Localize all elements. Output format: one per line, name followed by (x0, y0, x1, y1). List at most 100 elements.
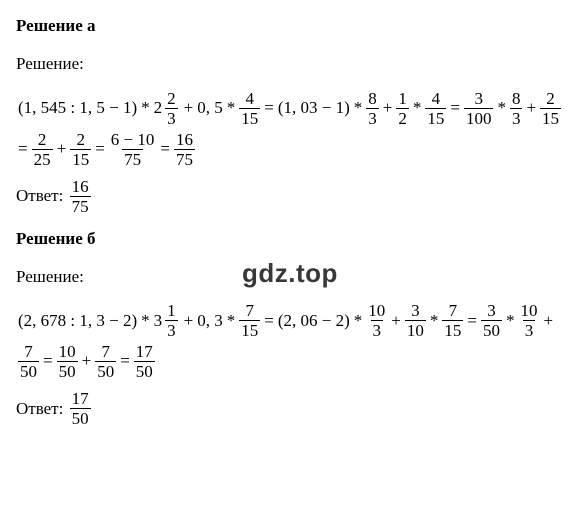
num: 6 − 10 (109, 131, 157, 149)
fraction: 13 (165, 302, 178, 339)
op-ast: * (354, 301, 363, 342)
fraction: 215 (70, 131, 91, 168)
num: 2 (544, 90, 557, 108)
group-text: (2, 678 : 1, 3 − 2) (18, 301, 137, 342)
fraction: 715 (239, 302, 260, 339)
den: 2 (396, 108, 409, 127)
op-eq: = (43, 341, 53, 382)
fraction: 6 − 1075 (109, 131, 157, 168)
const: 0, 3 (197, 301, 223, 342)
answer-label: Ответ: (16, 186, 63, 206)
num: 2 (36, 131, 49, 149)
group-text: (1, 545 : 1, 5 − 1) (18, 88, 137, 129)
num: 3 (485, 302, 498, 320)
op-ast: * (506, 301, 515, 342)
op-eq: = (467, 301, 477, 342)
num: 2 (165, 90, 178, 108)
num: 4 (430, 90, 443, 108)
den: 3 (510, 108, 523, 127)
num: 1 (396, 90, 409, 108)
num: 8 (366, 90, 379, 108)
fraction: 103 (518, 302, 539, 339)
num: 16 (70, 178, 91, 196)
part-b-solution-label: Решение: (16, 267, 564, 287)
mixed-number: 3 13 (154, 301, 180, 342)
den: 50 (70, 408, 91, 427)
op-plus: + (391, 301, 401, 342)
den: 50 (57, 361, 78, 380)
op-ast: * (413, 88, 422, 129)
den: 10 (405, 320, 426, 339)
den: 3 (165, 320, 178, 339)
group-text: (1, 03 − 1) (278, 88, 350, 129)
part-b-equation: (2, 678 : 1, 3 − 2) * 3 13 + 0, 3 * 715 … (16, 301, 564, 383)
den: 50 (481, 320, 502, 339)
part-a-heading: Решение а (16, 16, 564, 36)
op-eq: = (18, 129, 28, 170)
den: 3 (165, 108, 178, 127)
op-ast: * (227, 301, 236, 342)
fraction: 415 (239, 90, 260, 127)
op-ast: * (430, 301, 439, 342)
num: 1 (165, 302, 178, 320)
num: 17 (70, 390, 91, 408)
op-eq: = (120, 341, 130, 382)
fraction: 310 (405, 302, 426, 339)
num: 8 (510, 90, 523, 108)
fraction: 3100 (464, 90, 494, 127)
op-eq: = (264, 301, 274, 342)
den: 3 (523, 320, 536, 339)
den: 100 (464, 108, 494, 127)
num: 16 (174, 131, 195, 149)
num: 4 (243, 90, 256, 108)
num: 2 (74, 131, 87, 149)
part-b-answer: Ответ: 1750 (16, 390, 564, 427)
fraction: 1750 (134, 343, 155, 380)
group-text: (2, 06 − 2) (278, 301, 350, 342)
den: 75 (70, 196, 91, 215)
fraction: 225 (32, 131, 53, 168)
num: 7 (447, 302, 460, 320)
den: 15 (442, 320, 463, 339)
fraction: 350 (481, 302, 502, 339)
den: 50 (134, 361, 155, 380)
num: 3 (472, 90, 485, 108)
op-plus: + (383, 88, 393, 129)
whole: 3 (154, 301, 163, 342)
op-eq: = (264, 88, 274, 129)
num: 7 (243, 302, 256, 320)
fraction: 12 (396, 90, 409, 127)
den: 75 (122, 149, 143, 168)
fraction: 215 (540, 90, 561, 127)
op-ast: * (141, 88, 150, 129)
den: 15 (540, 108, 561, 127)
fraction: 103 (366, 302, 387, 339)
num: 17 (134, 343, 155, 361)
op-ast: * (141, 301, 150, 342)
fraction: 750 (95, 343, 116, 380)
num: 3 (409, 302, 422, 320)
den: 15 (239, 320, 260, 339)
num: 10 (518, 302, 539, 320)
den: 3 (371, 320, 384, 339)
fraction: 750 (18, 343, 39, 380)
den: 50 (18, 361, 39, 380)
op-plus: + (543, 301, 553, 342)
den: 15 (239, 108, 260, 127)
whole: 2 (154, 88, 163, 129)
op-ast: * (227, 88, 236, 129)
fraction: 83 (510, 90, 523, 127)
part-a-equation: (1, 545 : 1, 5 − 1) * 2 23 + 0, 5 * 415 … (16, 88, 564, 170)
den: 15 (70, 149, 91, 168)
fraction: 23 (165, 90, 178, 127)
answer-fraction: 1750 (70, 390, 91, 427)
op-plus: + (184, 88, 194, 129)
answer-label: Ответ: (16, 399, 63, 419)
op-eq: = (95, 129, 105, 170)
den: 50 (95, 361, 116, 380)
op-plus: + (184, 301, 194, 342)
den: 3 (366, 108, 379, 127)
num: 10 (366, 302, 387, 320)
part-b-heading: Решение б (16, 229, 564, 249)
fraction: 1675 (174, 131, 195, 168)
